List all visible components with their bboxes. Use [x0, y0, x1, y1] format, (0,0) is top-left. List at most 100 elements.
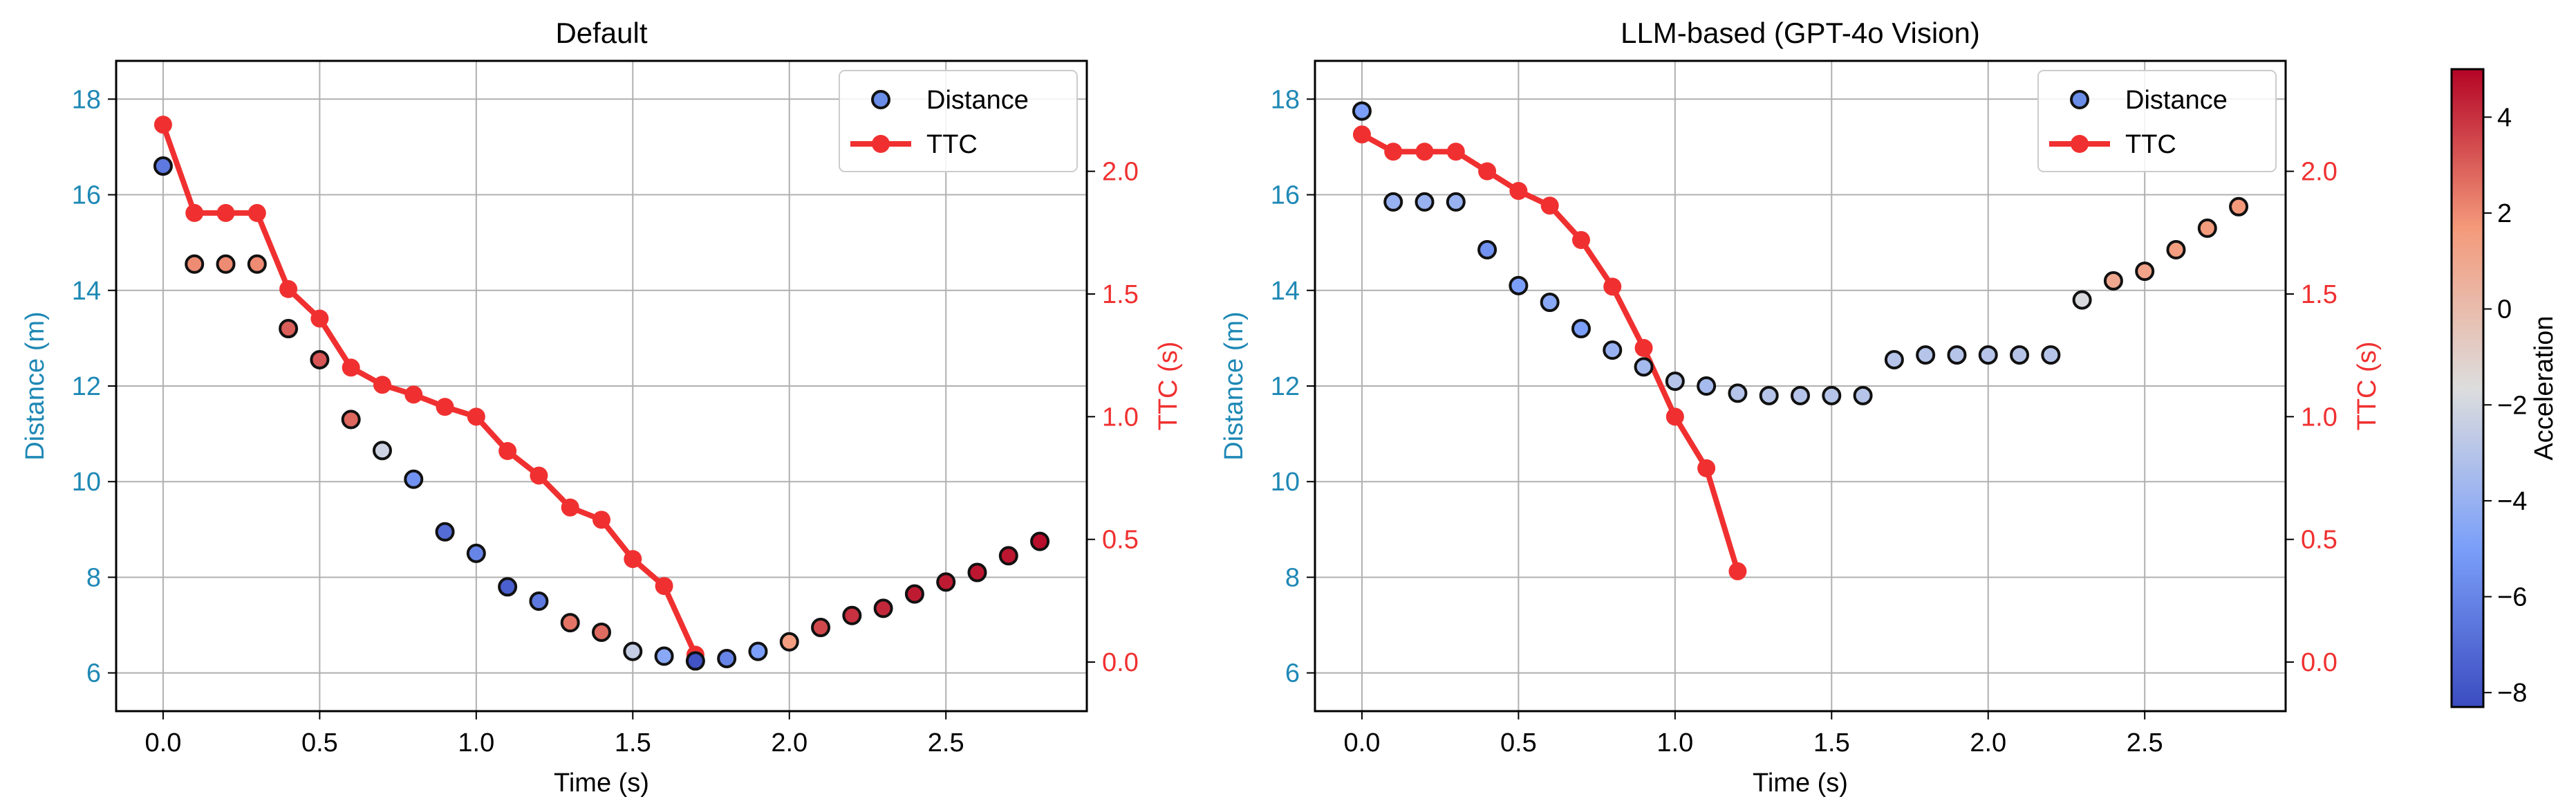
ttc-point: [561, 498, 579, 517]
ttc-point: [248, 203, 266, 222]
distance-point: [1884, 349, 1904, 369]
x-tick-label: 2.0: [1970, 728, 2006, 758]
x-tick-label: 2.5: [2127, 728, 2163, 758]
legend-llm-based: Distance TTC: [2037, 70, 2277, 172]
ttc-series-llm-based: [1352, 125, 1747, 580]
distance-point: [1978, 345, 1998, 365]
legend-distance-label: Distance: [926, 86, 1029, 115]
ttc-point: [1728, 562, 1747, 580]
distance-point: [1853, 385, 1873, 405]
distance-point: [1916, 345, 1936, 365]
colorbar-ticks: 4 2 0 −2 −4 −6 −8: [2483, 103, 2527, 708]
plot-llm-based: 0.0 0.5 1.0 1.5 2.0 2.5 6 8 10 12 14 16 18 0.0 0.5 1.…: [1220, 17, 2382, 798]
distance-point: [967, 562, 987, 582]
legend-distance-marker: [2070, 90, 2089, 109]
x-tick-label: 1.5: [1813, 728, 1850, 758]
y-right-tick-label: 1.0: [1102, 403, 1139, 432]
x-tick-label: 1.0: [1656, 728, 1693, 758]
legend-default: Distance TTC: [839, 70, 1078, 172]
ttc-point: [185, 203, 204, 222]
distance-point: [592, 622, 611, 642]
distance-point: [1634, 357, 1654, 377]
ttc-point: [467, 407, 485, 426]
colorbar: 4 2 0 −2 −4 −6 −8 Acceleration: [2450, 68, 2559, 708]
x-tick-label: 0.5: [301, 728, 338, 758]
y-right-ticks-llm-based: 0.0 0.5 1.0 1.5 2.0: [2286, 158, 2337, 677]
distance-point: [310, 349, 330, 369]
distance-point: [185, 254, 205, 274]
distance-point: [998, 546, 1018, 566]
distance-point: [372, 441, 392, 461]
distance-point: [936, 572, 956, 592]
distance-point: [811, 618, 831, 638]
colorbar-tick-label: −8: [2497, 679, 2527, 708]
distance-point: [1509, 275, 1529, 295]
colorbar-tick-label: −6: [2497, 583, 2527, 612]
x-tick-label: 0.0: [145, 728, 182, 758]
distance-point: [1352, 101, 1372, 121]
distance-point: [2010, 345, 2030, 365]
chart-title-default: Default: [555, 17, 647, 49]
y-axis-label-llm-based: Distance (m): [1220, 311, 1249, 460]
x-tick-label: 0.5: [1500, 728, 1537, 758]
distance-point: [1415, 192, 1435, 212]
ttc-line: [160, 123, 698, 656]
distance-point: [1822, 385, 1842, 405]
colorbar-tick-label: 4: [2497, 103, 2512, 132]
y-right-tick-label: 1.5: [2301, 280, 2337, 309]
distance-point: [2103, 270, 2123, 291]
ttc-point: [624, 550, 642, 569]
distance-point: [1947, 345, 1967, 365]
y-tick-label: 18: [72, 85, 101, 114]
y-tick-label: 18: [1271, 85, 1300, 114]
distance-point: [560, 613, 580, 633]
colorbar-tick-label: −2: [2497, 391, 2527, 420]
distance-point: [873, 598, 893, 618]
y-tick-label: 10: [1271, 468, 1300, 497]
ttc-point: [1352, 125, 1371, 144]
distance-point: [1791, 385, 1810, 405]
chart-title-llm-based: LLM-based (GPT-4o Vision): [1621, 17, 1980, 49]
ttc-point: [655, 577, 673, 596]
distance-point: [1540, 293, 1560, 313]
legend-ttc-label: TTC: [2125, 130, 2176, 159]
x-ticks-llm-based: 0.0 0.5 1.0 1.5 2.0 2.5: [1344, 711, 2163, 758]
plot-default: 0.0 0.5 1.0 1.5 2.0 2.5 6 8 10 12 14 16 18 0.0 0.5 1.…: [21, 17, 1183, 798]
y-tick-label: 16: [1271, 181, 1300, 210]
ttc-point: [592, 511, 610, 529]
y-right-tick-label: 0.5: [1102, 526, 1139, 555]
y-right-axis-label-default: TTC (s): [1154, 342, 1183, 431]
x-ticks-default: 0.0 0.5 1.0 1.5 2.0 2.5: [145, 711, 964, 758]
x-tick-label: 1.5: [615, 728, 651, 758]
ttc-point: [153, 116, 172, 134]
y-tick-label: 8: [1285, 563, 1300, 592]
y-tick-label: 14: [72, 277, 101, 306]
colorbar-tick-label: 0: [2497, 295, 2512, 324]
distance-point: [1759, 385, 1779, 405]
colorbar-gradient: [2450, 68, 2485, 708]
ttc-point: [436, 398, 454, 416]
distance-point: [498, 577, 518, 597]
ttc-point: [1540, 196, 1559, 215]
distance-point: [1477, 240, 1497, 260]
y-ticks-llm-based: 6 8 10 12 14 16 18: [1271, 85, 1315, 688]
ttc-series-default: [153, 116, 704, 664]
distance-point: [1383, 192, 1403, 212]
x-tick-label: 1.0: [458, 728, 494, 758]
legend-distance-label: Distance: [2125, 86, 2228, 115]
distance-point: [842, 605, 862, 625]
legend-ttc-marker: [2071, 135, 2089, 153]
distance-point: [685, 651, 705, 671]
distance-point: [717, 648, 737, 668]
x-tick-label: 2.5: [928, 728, 964, 758]
y-tick-label: 12: [1271, 372, 1300, 401]
ttc-point: [498, 442, 517, 460]
ttc-point: [1415, 143, 1434, 161]
distance-point: [2197, 218, 2217, 238]
y-right-tick-label: 0.5: [2301, 526, 2337, 555]
ttc-point: [1446, 143, 1465, 161]
ttc-point: [1634, 339, 1653, 358]
y-right-tick-label: 2.0: [2301, 158, 2337, 187]
distance-point: [2041, 345, 2061, 365]
distance-point: [1603, 340, 1623, 360]
